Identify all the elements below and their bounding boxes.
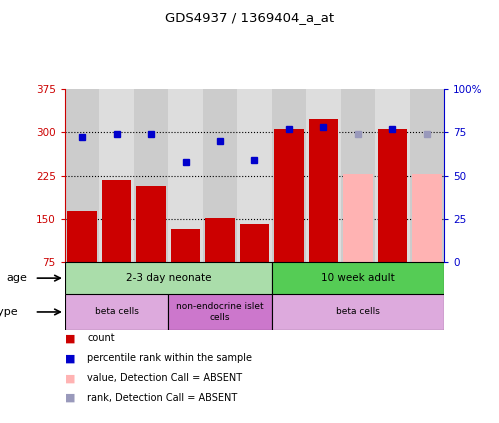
Bar [272,294,444,330]
Bar [272,89,306,262]
Bar [203,89,237,262]
Bar [171,229,200,262]
Text: non-endocrine islet
cells: non-endocrine islet cells [176,302,264,321]
Text: ■: ■ [65,353,75,363]
Text: age: age [6,273,27,283]
Bar [378,129,407,262]
Text: ■: ■ [65,393,75,403]
Bar [206,218,235,262]
Bar [65,262,272,294]
Bar [375,89,410,262]
Bar [134,89,168,262]
Bar [306,89,341,262]
Bar [274,129,303,262]
Text: ■: ■ [65,333,75,343]
Text: beta cells: beta cells [95,308,139,316]
Text: ■: ■ [65,373,75,383]
Bar [168,89,203,262]
Bar [99,89,134,262]
Bar [237,89,272,262]
Text: 10 week adult: 10 week adult [321,273,395,283]
Text: cell type: cell type [0,307,17,317]
Bar [272,262,444,294]
Bar [341,89,375,262]
Bar [412,174,442,262]
Text: count: count [87,333,115,343]
Text: value, Detection Call = ABSENT: value, Detection Call = ABSENT [87,373,243,383]
Text: beta cells: beta cells [336,308,380,316]
Text: rank, Detection Call = ABSENT: rank, Detection Call = ABSENT [87,393,238,403]
Text: percentile rank within the sample: percentile rank within the sample [87,353,252,363]
Bar [309,119,338,262]
Bar [240,223,269,262]
Bar [65,294,168,330]
Bar [410,89,444,262]
Text: 2-3 day neonate: 2-3 day neonate [126,273,211,283]
Bar [136,186,166,262]
Bar [343,174,373,262]
Bar [168,294,272,330]
Text: GDS4937 / 1369404_a_at: GDS4937 / 1369404_a_at [165,11,334,24]
Bar [102,180,131,262]
Bar [65,89,99,262]
Bar [67,212,97,262]
